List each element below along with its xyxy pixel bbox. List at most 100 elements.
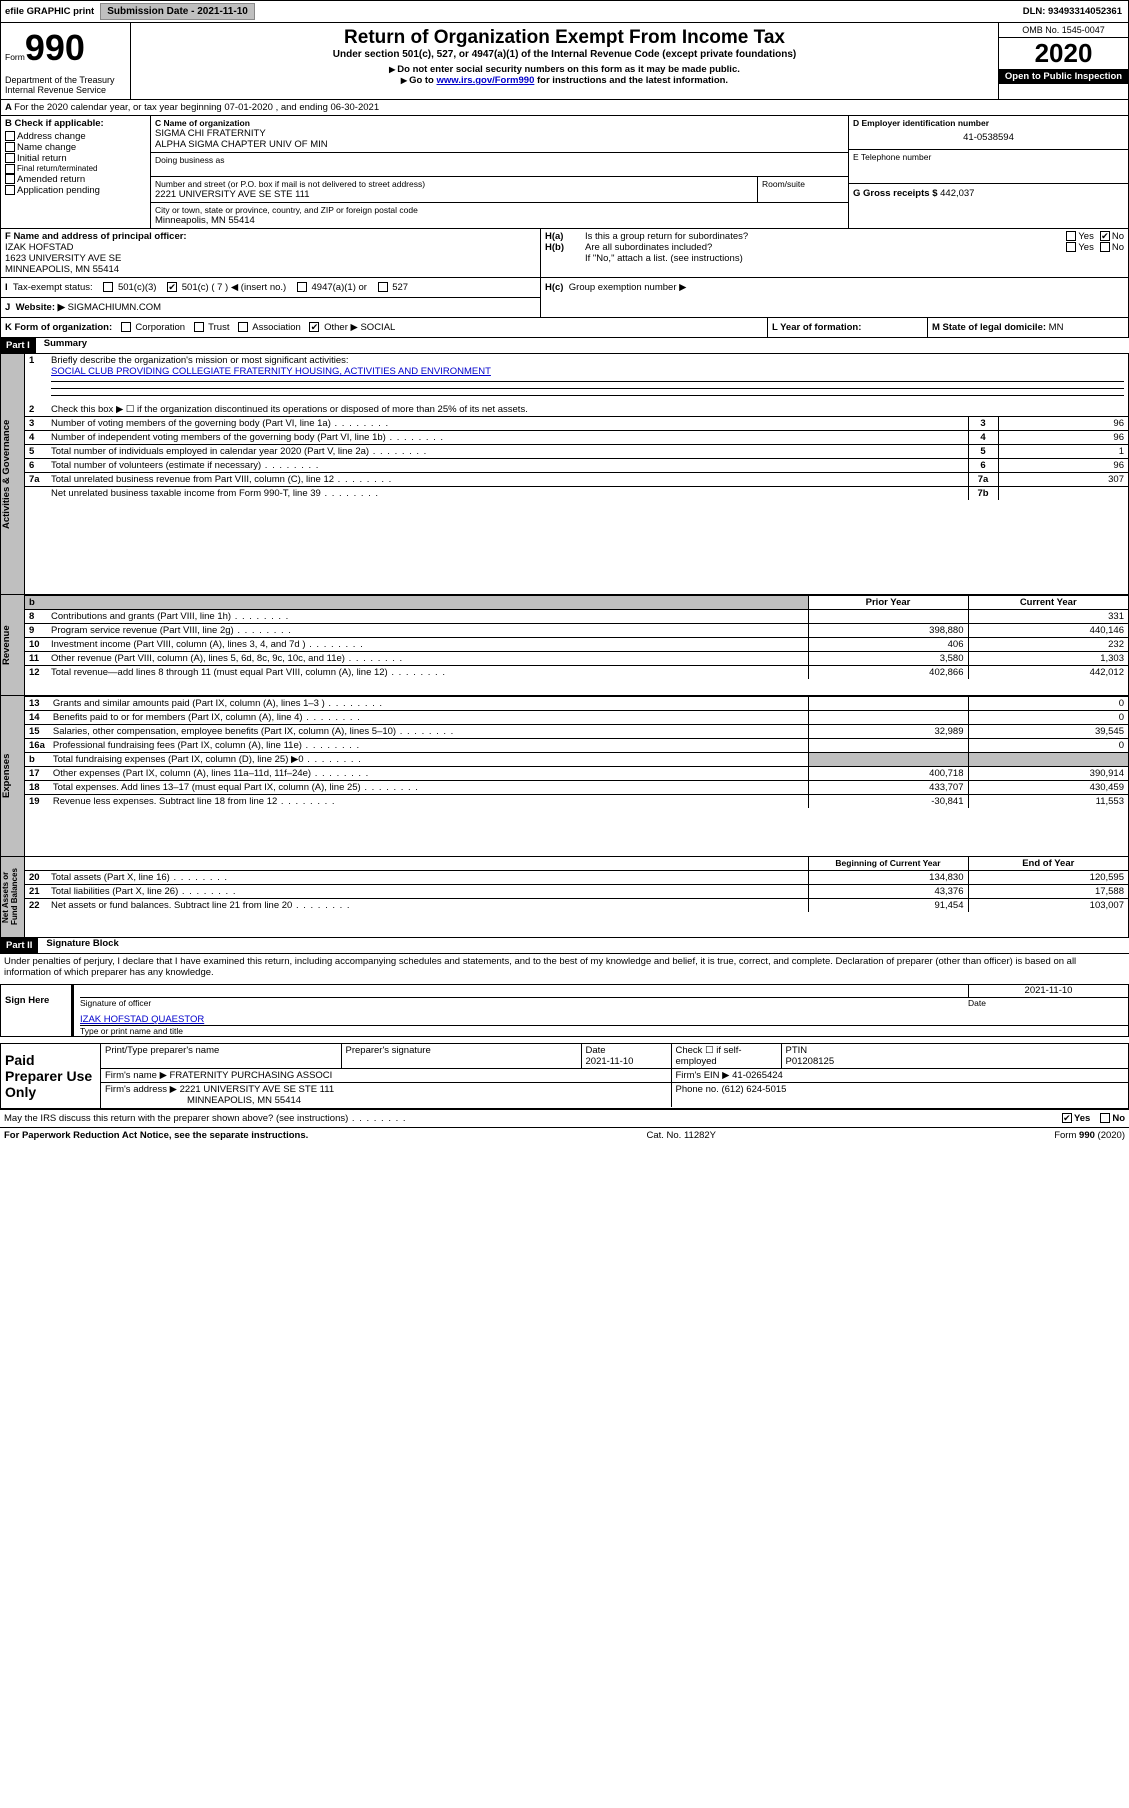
ij-row: I Tax-exempt status: 501(c)(3) 501(c) ( … [0, 278, 1129, 318]
street-cell: Number and street (or P.O. box if mail i… [151, 177, 758, 202]
mission-text[interactable]: SOCIAL CLUB PROVIDING COLLEGIATE FRATERN… [51, 366, 491, 377]
sidebar-exp: Expenses [1, 696, 12, 856]
phone-lbl: Phone no. [676, 1084, 719, 1095]
discuss-no[interactable]: No [1100, 1113, 1125, 1124]
hb-yes[interactable]: Yes [1066, 242, 1094, 253]
top-bar: efile GRAPHIC print Submission Date - 20… [0, 0, 1129, 23]
section-i: I Tax-exempt status: 501(c)(3) 501(c) ( … [1, 278, 541, 317]
prep-self[interactable]: Check ☐ if self-employed [671, 1044, 781, 1069]
part1-title: Summary [36, 338, 87, 353]
paid-block: Paid Preparer Use Only Print/Type prepar… [0, 1043, 1129, 1109]
e-label: E Telephone number [853, 152, 931, 162]
return-subtitle: Under section 501(c), 527, or 4947(a)(1)… [135, 49, 994, 60]
dba-label: Doing business as [155, 155, 224, 165]
a-line: A For the 2020 calendar year, or tax yea… [0, 100, 1129, 116]
signer-name-label: Type or print name and title [80, 1026, 1128, 1036]
form-header: Form990 Department of the Treasury Inter… [0, 23, 1129, 100]
room-label: Room/suite [762, 179, 805, 189]
dln-label: DLN: 93493314052361 [1023, 6, 1128, 17]
year-cell: OMB No. 1545-0047 2020 Open to Public In… [998, 23, 1128, 99]
sign-here: Sign Here [1, 985, 71, 1036]
sign-date: 2021-11-10 [968, 985, 1128, 998]
city-value: Minneapolis, MN 55414 [155, 215, 844, 226]
i-label: Tax-exempt status: [13, 282, 93, 293]
chk-amended[interactable]: Amended return [5, 174, 146, 185]
c-name-label: C Name of organization [155, 118, 844, 128]
room-cell: Room/suite [758, 177, 848, 202]
chk-address[interactable]: Address change [5, 131, 146, 142]
chk-pending[interactable]: Application pending [5, 185, 146, 196]
g-label: G Gross receipts $ [853, 188, 937, 199]
k-other[interactable]: Other ▶ [309, 322, 357, 333]
k-corp[interactable]: Corporation [121, 322, 185, 333]
city-label: City or town, state or province, country… [155, 205, 844, 215]
section-k: K Form of organization: Corporation Trus… [1, 318, 768, 337]
i-501c[interactable]: 501(c) ( 7 ) ◀ (insert no.) [167, 282, 286, 293]
section-h: H(a)Is this a group return for subordina… [541, 229, 1128, 277]
section-deg: D Employer identification number 41-0538… [848, 116, 1128, 228]
omb-no: OMB No. 1545-0047 [999, 23, 1128, 38]
part1-header: Part I Summary [0, 338, 1129, 353]
tax-year: 2020 [999, 38, 1128, 69]
i-501c3[interactable]: 501(c)(3) [103, 282, 156, 293]
sig-label: Signature of officer [80, 998, 968, 1008]
fh-row: F Name and address of principal officer:… [0, 229, 1129, 278]
officer-addr1: 1623 UNIVERSITY AVE SE [5, 253, 536, 264]
street-label: Number and street (or P.O. box if mail i… [155, 179, 753, 189]
chk-initial[interactable]: Initial return [5, 153, 146, 164]
ptin-lbl: PTIN [786, 1045, 808, 1056]
firm-name: FRATERNITY PURCHASING ASSOCI [170, 1070, 333, 1081]
part1-num: Part I [0, 338, 36, 353]
ha-no[interactable]: No [1100, 231, 1124, 242]
chk-final[interactable]: Final return/terminated [5, 164, 146, 174]
d-label: D Employer identification number [853, 118, 1124, 128]
col-b: b [25, 596, 47, 610]
hb-no[interactable]: No [1100, 242, 1124, 253]
q2-text: Check this box ▶ ☐ if the organization d… [47, 403, 1128, 416]
ha-text: Is this a group return for subordinates? [585, 231, 1066, 242]
k-assoc[interactable]: Association [238, 322, 301, 333]
form-id-cell: Form990 Department of the Treasury Inter… [1, 23, 131, 99]
firm-addr2: MINNEAPOLIS, MN 55414 [187, 1095, 301, 1106]
part2-num: Part II [0, 938, 38, 953]
f-label: F Name and address of principal officer: [5, 231, 536, 242]
q1-text: Briefly describe the organization's miss… [51, 355, 349, 366]
date-label: Date [968, 998, 1128, 1008]
instructions-link[interactable]: www.irs.gov/Form990 [437, 75, 535, 86]
a-line-text: For the 2020 calendar year, or tax year … [14, 102, 379, 113]
cat-no: Cat. No. 11282Y [308, 1130, 1054, 1141]
submission-date-btn[interactable]: Submission Date - 2021-11-10 [100, 3, 255, 20]
perjury-text: Under penalties of perjury, I declare th… [0, 953, 1129, 980]
gross-receipts: 442,037 [940, 188, 974, 199]
e-cell: E Telephone number [849, 150, 1128, 184]
open-inspection: Open to Public Inspection [999, 69, 1128, 84]
officer-name: IZAK HOFSTAD [5, 242, 536, 253]
section-hc: H(c) Group exemption number ▶ [541, 278, 1128, 317]
ha-yes[interactable]: Yes [1066, 231, 1094, 242]
col-boy: Beginning of Current Year [808, 857, 968, 870]
k-trust[interactable]: Trust [194, 322, 230, 333]
paid-hdr: Paid Preparer Use Only [1, 1044, 101, 1108]
sign-block: Sign Here 2021-11-10 Signature of office… [0, 984, 1129, 1037]
i-527[interactable]: 527 [378, 282, 409, 293]
i-4947[interactable]: 4947(a)(1) or [297, 282, 367, 293]
chk-name[interactable]: Name change [5, 142, 146, 153]
discuss-row: May the IRS discuss this return with the… [0, 1109, 1129, 1128]
footer: For Paperwork Reduction Act Notice, see … [0, 1128, 1129, 1143]
firm-phone: (612) 624-5015 [721, 1084, 786, 1095]
discuss-yes[interactable]: Yes [1062, 1113, 1090, 1124]
pra-notice: For Paperwork Reduction Act Notice, see … [4, 1130, 308, 1141]
ptin-val: P01208125 [786, 1056, 835, 1067]
signer-name[interactable]: IZAK HOFSTAD QUAESTOR [80, 1014, 204, 1025]
na-section: Net Assets or Fund Balances Beginning of… [0, 857, 1129, 938]
part2-title: Signature Block [38, 938, 118, 953]
city-cell: City or town, state or province, country… [151, 203, 848, 228]
goto-post: for instructions and the latest informat… [534, 75, 728, 86]
g-cell: G Gross receipts $ 442,037 [849, 184, 1128, 203]
officer-addr2: MINNEAPOLIS, MN 55414 [5, 264, 536, 275]
b-header: B Check if applicable: [1, 116, 150, 131]
addr-lbl: Firm's address ▶ [105, 1084, 177, 1095]
form-prefix: Form [5, 52, 25, 62]
ssn-note: Do not enter social security numbers on … [397, 64, 740, 75]
col-cy: Current Year [968, 596, 1128, 610]
